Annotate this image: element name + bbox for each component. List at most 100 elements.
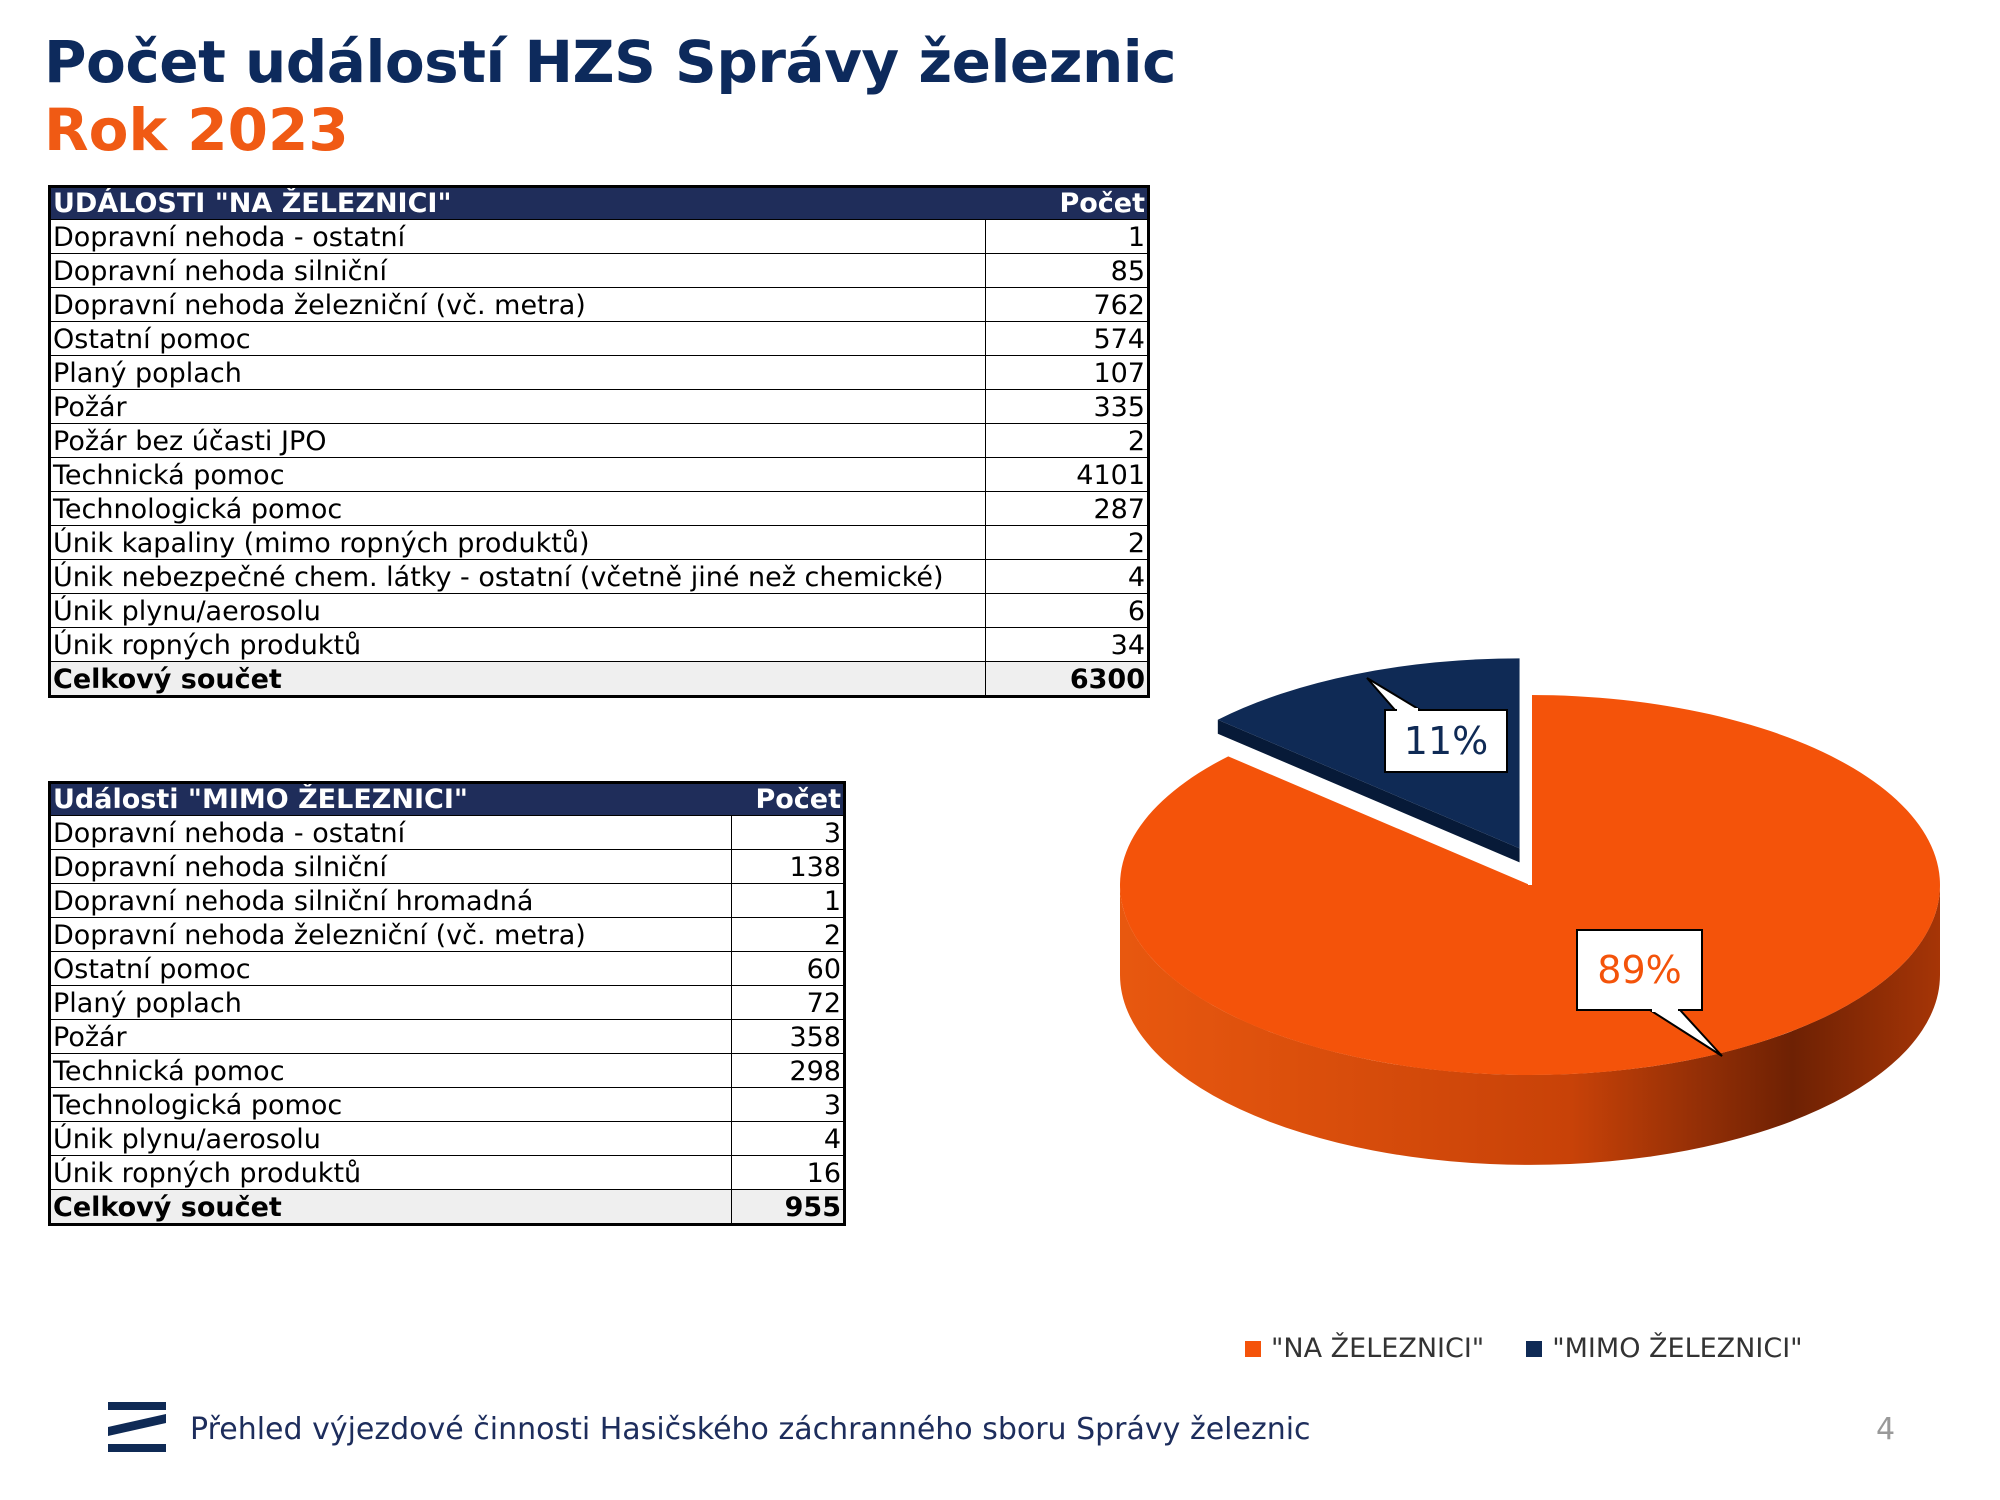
row-count: 3: [731, 1087, 845, 1122]
row-label: Požár bez účasti JPO: [49, 423, 986, 458]
table-row: Technická pomoc 298: [49, 1053, 845, 1088]
row-count: 2: [985, 525, 1149, 560]
table-header-row: Události "MIMO ŽELEZNICI" Počet: [49, 782, 845, 816]
row-count: 2: [731, 917, 845, 952]
row-count: 138: [731, 849, 845, 884]
chart-legend: "NA ŽELEZNICI" "MIMO ŽELEZNICI": [1245, 1333, 1803, 1364]
data-label-na-zeleznici-text: 89%: [1597, 948, 1681, 992]
row-label: Technická pomoc: [49, 457, 986, 492]
pie-chart: 89% 11%: [1120, 658, 1940, 1165]
table-row: Dopravní nehoda - ostatní 3: [49, 815, 845, 850]
row-count: 1: [731, 883, 845, 918]
table-mimo-zeleznici: Události "MIMO ŽELEZNICI" Počet Dopravní…: [48, 781, 846, 1226]
row-count: 34: [985, 627, 1149, 662]
data-label-na-zeleznici-box: [1576, 929, 1703, 1011]
row-label: Technologická pomoc: [49, 1087, 732, 1122]
total-count: 955: [731, 1189, 845, 1225]
row-count: 85: [985, 253, 1149, 288]
pie-slice-side-na-zeleznici: [1120, 885, 1940, 1165]
data-label-mimo-zeleznici-text: 11%: [1404, 719, 1488, 763]
table-header-count: Počet: [985, 186, 1149, 220]
table-header-label: Události "MIMO ŽELEZNICI": [49, 782, 732, 816]
table-row: Dopravní nehoda železniční (vč. metra) 2: [49, 917, 845, 952]
legend-label: "MIMO ŽELEZNICI": [1552, 1333, 1803, 1364]
table-row: Únik ropných produktů 34: [49, 627, 1149, 662]
row-count: 762: [985, 287, 1149, 322]
table-row: Únik ropných produktů 16: [49, 1155, 845, 1190]
table-header-label: UDÁLOSTI "NA ŽELEZNICI": [49, 186, 986, 220]
row-count: 4101: [985, 457, 1149, 492]
row-label: Technická pomoc: [49, 1053, 732, 1088]
table-total-row: Celkový součet 955: [49, 1189, 845, 1225]
row-count: 298: [731, 1053, 845, 1088]
table-row: Technologická pomoc 287: [49, 491, 1149, 526]
pie-slice-side-mimo-zeleznici: [1217, 719, 1520, 863]
row-label: Planý poplach: [49, 985, 732, 1020]
row-label: Technologická pomoc: [49, 491, 986, 526]
legend-item-mimo-zeleznici: "MIMO ŽELEZNICI": [1526, 1333, 1803, 1364]
row-label: Dopravní nehoda - ostatní: [49, 815, 732, 850]
row-count: 16: [731, 1155, 845, 1190]
row-count: 4: [731, 1121, 845, 1156]
row-count: 335: [985, 389, 1149, 424]
row-label: Únik nebezpečné chem. látky - ostatní (v…: [49, 559, 986, 594]
table-row: Technická pomoc 4101: [49, 457, 1149, 492]
table-row: Dopravní nehoda silniční 85: [49, 253, 1149, 288]
row-count: 1: [985, 219, 1149, 254]
legend-item-na-zeleznici: "NA ŽELEZNICI": [1245, 1333, 1484, 1364]
row-label: Planý poplach: [49, 355, 986, 390]
table-row: Planý poplach 72: [49, 985, 845, 1020]
legend-label: "NA ŽELEZNICI": [1271, 1333, 1485, 1364]
legend-swatch-orange-icon: [1245, 1340, 1261, 1357]
pie-slice-mimo-zeleznici: [1217, 658, 1520, 849]
row-label: Únik plynu/aerosolu: [49, 1121, 732, 1156]
table-total-row: Celkový součet 6300: [49, 661, 1149, 697]
total-count: 6300: [985, 661, 1149, 697]
legend-swatch-navy-icon: [1526, 1340, 1543, 1357]
row-count: 358: [731, 1019, 845, 1054]
row-count: 574: [985, 321, 1149, 356]
data-label-na-zeleznici: 89%: [1576, 929, 1723, 1057]
page-subtitle: Rok 2023: [44, 96, 349, 164]
row-label: Ostatní pomoc: [49, 321, 986, 356]
row-count: 60: [731, 951, 845, 986]
table-row: Technologická pomoc 3: [49, 1087, 845, 1122]
row-count: 3: [731, 815, 845, 850]
table-row: Únik plynu/aerosolu 4: [49, 1121, 845, 1156]
page-number: 4: [1876, 1412, 1896, 1447]
row-label: Únik plynu/aerosolu: [49, 593, 986, 628]
footer-text: Přehled výjezdové činnosti Hasičského zá…: [190, 1412, 1311, 1447]
table-header-row: UDÁLOSTI "NA ŽELEZNICI" Počet: [49, 186, 1149, 220]
table-row: Požár 335: [49, 389, 1149, 424]
table-row: Dopravní nehoda železniční (vč. metra) 76…: [49, 287, 1149, 322]
row-count: 72: [731, 985, 845, 1020]
row-label: Dopravní nehoda silniční: [49, 253, 986, 288]
row-label: Únik ropných produktů: [49, 1155, 732, 1190]
row-label: Dopravní nehoda silniční: [49, 849, 732, 884]
total-label: Celkový součet: [49, 661, 986, 697]
row-count: 2: [985, 423, 1149, 458]
table-header-count: Počet: [731, 782, 845, 816]
table-row: Dopravní nehoda silniční hromadná 1: [49, 883, 845, 918]
row-label: Únik ropných produktů: [49, 627, 986, 662]
row-label: Dopravní nehoda - ostatní: [49, 219, 986, 254]
table-row: Planý poplach 107: [49, 355, 1149, 390]
row-label: Ostatní pomoc: [49, 951, 732, 986]
total-label: Celkový součet: [49, 1189, 732, 1225]
data-label-mimo-zeleznici-box: [1384, 709, 1508, 773]
table-row: Dopravní nehoda - ostatní 1: [49, 219, 1149, 254]
row-label: Dopravní nehoda železniční (vč. metra): [49, 287, 986, 322]
sz-logo-icon: [108, 1402, 166, 1452]
table-row: Únik plynu/aerosolu 6: [49, 593, 1149, 628]
row-label: Požár: [49, 389, 986, 424]
data-label-mimo-zeleznici: 11%: [1366, 677, 1508, 773]
table-row: Únik nebezpečné chem. látky - ostatní (v…: [49, 559, 1149, 594]
row-label: Požár: [49, 1019, 732, 1054]
row-count: 107: [985, 355, 1149, 390]
row-label: Únik kapaliny (mimo ropných produktů): [49, 525, 986, 560]
row-label: Dopravní nehoda silniční hromadná: [49, 883, 732, 918]
row-count: 287: [985, 491, 1149, 526]
row-label: Dopravní nehoda železniční (vč. metra): [49, 917, 732, 952]
table-row: Únik kapaliny (mimo ropných produktů) 2: [49, 525, 1149, 560]
table-row: Ostatní pomoc 574: [49, 321, 1149, 356]
